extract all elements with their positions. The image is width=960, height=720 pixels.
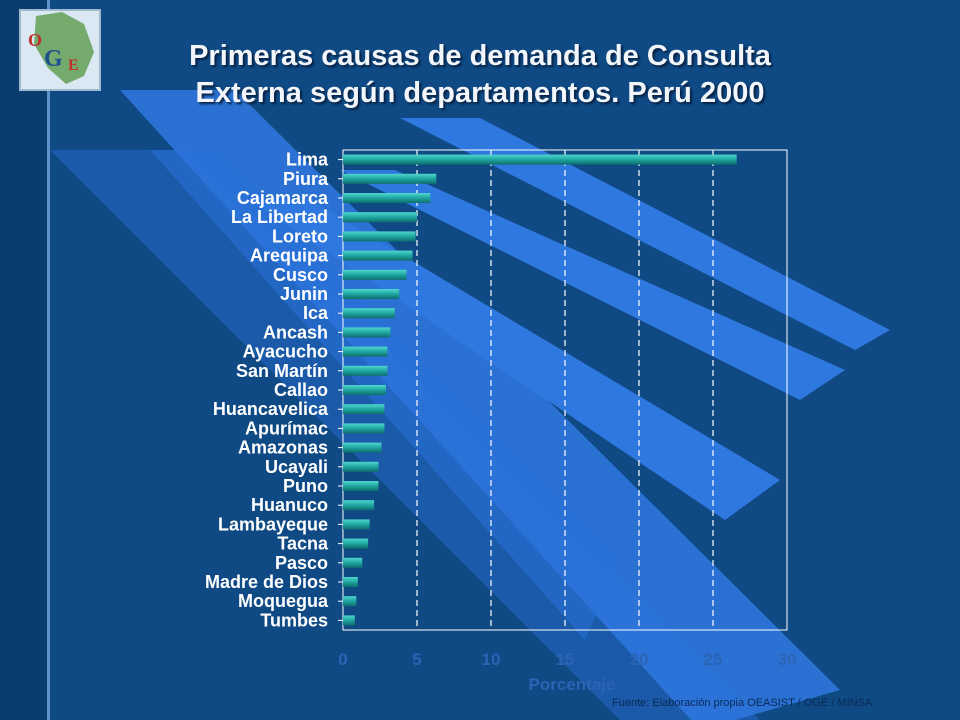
bar — [343, 481, 379, 491]
bar — [343, 538, 369, 549]
category-label: Loreto — [272, 226, 328, 246]
category-label: Huancavelica — [213, 399, 329, 419]
bar — [343, 442, 382, 453]
category-label: Ancash — [263, 322, 328, 342]
x-tick-label: 15 — [556, 650, 575, 669]
category-label: Junin — [280, 284, 328, 304]
source-note: Fuente: Elaboración propia OEASIST / OGE… — [612, 697, 873, 709]
bar — [343, 519, 370, 530]
category-label: Huanuco — [251, 495, 328, 515]
bar — [343, 269, 407, 280]
title-line-2: Externa según departamentos. Perú 2000 — [195, 77, 765, 109]
category-label: Cusco — [273, 265, 328, 285]
logo-letter-o: O — [28, 30, 42, 50]
category-label: Cajamarca — [237, 188, 329, 208]
category-label: Apurímac — [245, 418, 328, 438]
page-title: Primeras causas de demanda de Consulta E… — [140, 38, 820, 112]
category-label: Tacna — [277, 534, 329, 554]
bar — [343, 193, 431, 203]
category-label: Lambayeque — [218, 514, 328, 534]
x-tick-label: 20 — [630, 650, 649, 669]
category-label: Puno — [283, 476, 328, 496]
category-label: Piura — [283, 169, 329, 189]
bar — [343, 365, 388, 376]
category-label: La Libertad — [231, 207, 328, 227]
x-tick-label: 25 — [704, 650, 723, 669]
category-label: Amazonas — [238, 438, 328, 458]
x-tick-label: 5 — [412, 650, 421, 669]
bar — [343, 250, 413, 261]
bar — [343, 327, 391, 338]
title-line-1: Primeras causas de demanda de Consulta — [189, 40, 771, 72]
category-label: Lima — [286, 150, 329, 170]
category-label: Callao — [274, 380, 328, 400]
bar — [343, 500, 375, 511]
category-label: Ucayali — [265, 457, 328, 477]
bar — [343, 154, 737, 165]
category-label: Ica — [303, 303, 329, 323]
bar — [343, 423, 385, 434]
logo-letter-e: E — [68, 57, 79, 74]
bar — [343, 346, 388, 357]
bar — [343, 615, 355, 626]
category-label: Ayacucho — [243, 342, 328, 362]
category-label: Arequipa — [250, 246, 329, 266]
bar — [343, 173, 437, 184]
bar — [343, 577, 358, 587]
bar — [343, 289, 400, 299]
x-tick-label: 30 — [778, 650, 797, 669]
category-label: Pasco — [275, 553, 328, 573]
category-label: Madre de Dios — [205, 572, 328, 592]
bar — [343, 461, 379, 472]
x-tick-label: 10 — [482, 650, 501, 669]
logo-letter-g: G — [44, 46, 63, 72]
oge-logo: O G E — [19, 9, 101, 91]
bar — [343, 308, 395, 319]
bar — [343, 557, 363, 568]
category-label: Tumbes — [260, 610, 328, 630]
bar — [343, 231, 416, 242]
bar — [343, 596, 357, 607]
bar — [343, 404, 385, 415]
category-label: San Martín — [236, 361, 328, 381]
category-label: Moquegua — [238, 591, 329, 611]
bar — [343, 212, 417, 223]
x-tick-label: 0 — [338, 650, 347, 669]
bar — [343, 385, 386, 395]
x-axis-label: Porcentaje — [529, 675, 616, 694]
